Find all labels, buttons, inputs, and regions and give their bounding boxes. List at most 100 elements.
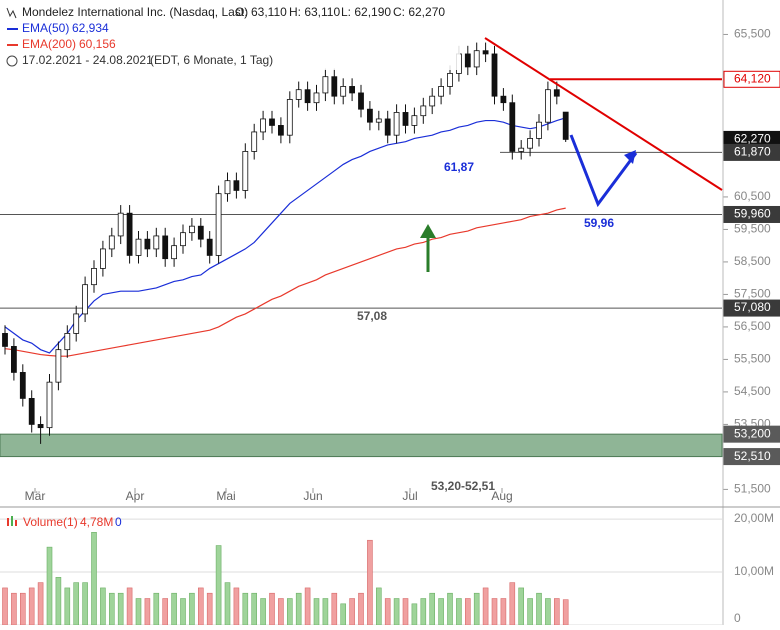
volume-bar [73, 582, 79, 626]
volume-bar [562, 599, 569, 626]
volume-bar [349, 598, 355, 626]
support-zone [0, 433, 723, 458]
ohlc-label: O: 63,110 [235, 5, 287, 19]
candle-body [411, 115, 418, 126]
candle-body [295, 89, 302, 100]
candle-body [108, 235, 115, 250]
candle-body [420, 105, 427, 117]
volume-bar [295, 592, 302, 626]
volume-bar [206, 592, 213, 626]
candle-body [277, 125, 284, 136]
candle-body [206, 238, 213, 256]
level-label: 52,510 [734, 449, 771, 463]
candle-body [429, 95, 436, 107]
volume-bar [100, 587, 106, 626]
candle-body [91, 268, 97, 286]
candle-body [393, 112, 400, 136]
y-tick-label: 60,500 [734, 189, 771, 203]
volume-bar [180, 598, 186, 626]
candle-body [260, 118, 267, 133]
candle-body [224, 180, 231, 195]
volume-bar [429, 592, 436, 626]
volume-bar [340, 603, 347, 626]
header-bg [0, 2, 460, 70]
volume-bar [518, 587, 525, 626]
header: Mondelez International Inc. (Nasdaq, Las… [0, 2, 460, 70]
volume-bar [509, 582, 516, 626]
candle-body [73, 313, 80, 334]
candle-body [322, 76, 329, 94]
volume-bar [11, 592, 17, 626]
volume-bar [536, 592, 542, 626]
volume-bar [260, 598, 266, 626]
vol-icon [11, 516, 13, 526]
candle-body [562, 111, 569, 140]
candle-body [55, 349, 62, 383]
candle-body [518, 147, 525, 152]
candle-body [384, 118, 391, 136]
y-tick-label: 65,500 [734, 27, 771, 41]
y-tick-label: 59,500 [734, 222, 771, 236]
ohlc-label: L: 62,190 [341, 5, 391, 19]
candle-body [473, 50, 480, 68]
volume-bar [37, 582, 44, 626]
candle-body [82, 284, 88, 315]
volume-tick-label: 10,00M [734, 564, 774, 578]
candle-body [126, 212, 133, 256]
candle-body [500, 95, 507, 104]
volume-bar [135, 598, 142, 626]
candle-body [162, 235, 169, 260]
arrow-head [624, 150, 636, 164]
volume-bar [153, 592, 160, 626]
forecast-arrow [569, 134, 638, 208]
y-tick-label: 54,500 [734, 384, 771, 398]
volume-bar [278, 598, 284, 626]
volume-bar [367, 539, 373, 626]
volume-bar [46, 546, 53, 626]
volume-bar [91, 532, 97, 626]
candle-body [251, 131, 258, 152]
candle-body [269, 118, 275, 126]
annotation: 59,96 [584, 216, 614, 230]
volume-bar [545, 598, 551, 626]
level-box [723, 70, 780, 88]
candle-body [340, 86, 347, 97]
arrow-head [420, 224, 436, 238]
annotation: 61,87 [444, 160, 474, 174]
volume-bar [393, 598, 400, 626]
ema-line [4, 117, 566, 354]
level-box [723, 205, 780, 223]
candle-body [10, 346, 17, 373]
candle-body [2, 333, 8, 347]
candle-body [553, 89, 560, 97]
candle-body [331, 76, 338, 97]
volume-extra: 0 [115, 515, 122, 529]
volume-tick-label: 20,00M [734, 511, 774, 525]
volume-bar [402, 598, 409, 626]
volume-bar [144, 598, 151, 626]
x-tick-label: Mai [216, 489, 235, 503]
volume-bar [322, 598, 329, 626]
level-label: 61,870 [734, 145, 771, 159]
volume-bar [527, 598, 533, 626]
candle-body [144, 238, 151, 250]
level-box [723, 448, 780, 466]
candle-body [100, 248, 106, 269]
level-label: 64,120 [734, 71, 771, 85]
volume-bar [171, 592, 177, 626]
volume-value: 4,78M [80, 515, 113, 529]
volume-bar [19, 592, 26, 626]
volume-bar [109, 592, 115, 626]
volume-bar [82, 582, 88, 626]
legend-label: EMA(50) [22, 21, 69, 35]
candle-body [117, 212, 124, 237]
candle-body [28, 398, 35, 425]
volume-bar [162, 598, 168, 626]
candle-body [438, 86, 445, 97]
clock-icon [6, 55, 18, 67]
candle-body [402, 112, 409, 126]
candle-body [545, 89, 551, 123]
volume-bar [286, 598, 293, 626]
level-label: 57,080 [734, 300, 771, 314]
